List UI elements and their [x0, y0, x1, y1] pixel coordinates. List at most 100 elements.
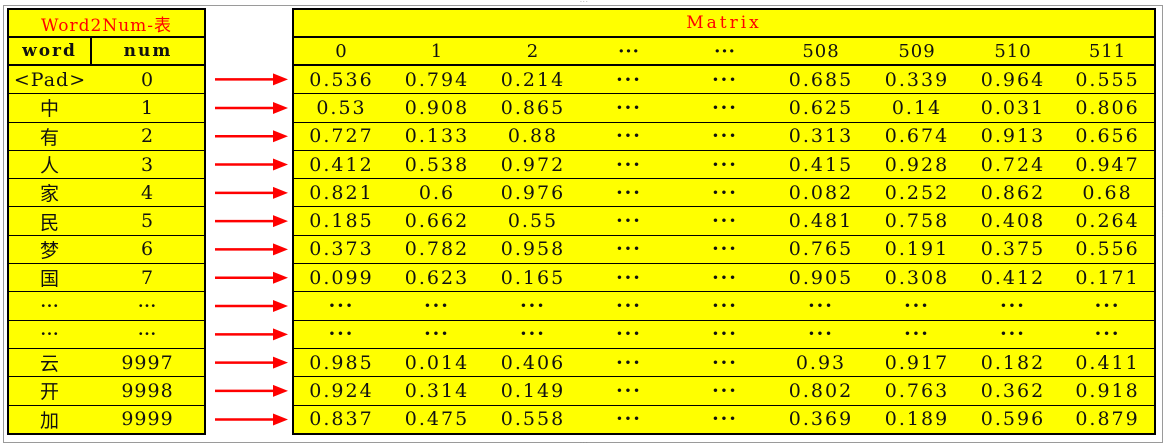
matrix-cell: ··· — [581, 150, 677, 180]
matrix-cell: ··· — [677, 150, 773, 180]
matrix-cell: ··· — [677, 376, 773, 406]
matrix-row: 0.985 0.014 0.406 ··· ··· 0.93 0.917 0.182 0.411 — [293, 348, 1156, 378]
word-cell: 云 — [8, 348, 91, 378]
matrix-cell: 0.727 — [293, 122, 389, 151]
matrix-cell: ··· — [677, 65, 773, 95]
matrix-cell: 0.68 — [1061, 178, 1156, 208]
word-cell: 国 — [8, 263, 91, 293]
matrix-cell: 0.924 — [293, 376, 389, 406]
matrix-cell: 0.55 — [485, 206, 581, 236]
matrix-cell: 0.93 — [773, 348, 869, 378]
matrix-cell: ··· — [581, 348, 677, 378]
word-cell: 家 — [8, 178, 91, 208]
num-cell: 7 — [91, 263, 206, 293]
matrix-cell: 0.082 — [773, 178, 869, 208]
matrix-cell: ··· — [581, 405, 677, 435]
matrix-cell: 0.908 — [389, 93, 485, 123]
matrix-cell: 0.182 — [965, 348, 1061, 378]
matrix-cell: ··· — [581, 376, 677, 406]
matrix-cell: 0.308 — [869, 263, 965, 293]
matrix-cell: ··· — [869, 291, 965, 321]
matrix-cell: 0.475 — [389, 405, 485, 435]
num-cell: 1 — [91, 93, 206, 123]
matrix-cell: 0.14 — [869, 93, 965, 123]
matrix-title-row: Matrix — [293, 9, 1156, 38]
matrix-column-header: 0 — [293, 37, 389, 66]
matrix-cell: 0.555 — [1061, 65, 1156, 95]
word-cell: 民 — [8, 206, 91, 236]
word-cell: 中 — [8, 93, 91, 123]
mapping-arrow — [215, 413, 288, 426]
mapping-arrow — [215, 158, 288, 171]
matrix-cell: ··· — [677, 206, 773, 236]
matrix-cell: 0.406 — [485, 348, 581, 378]
matrix-cell: 0.765 — [773, 235, 869, 265]
matrix-cell: 0.375 — [965, 235, 1061, 265]
figure-frame — [3, 5, 1163, 443]
word-cell: 加 — [8, 405, 91, 435]
mapping-arrow — [215, 243, 288, 256]
matrix-cell: 0.556 — [1061, 235, 1156, 265]
matrix-cell: 0.538 — [389, 150, 485, 180]
matrix-cell: 0.415 — [773, 150, 869, 180]
matrix-cell: 0.917 — [869, 348, 965, 378]
matrix-cell: 0.623 — [389, 263, 485, 293]
word-cell: 开 — [8, 376, 91, 406]
matrix-cell: ··· — [389, 320, 485, 349]
num-cell: 3 — [91, 150, 206, 180]
num-cell: 9999 — [91, 405, 206, 435]
matrix-cell: 0.964 — [965, 65, 1061, 95]
matrix-cell: 0.656 — [1061, 122, 1156, 151]
matrix-cell: ··· — [677, 93, 773, 123]
matrix-cell: 0.314 — [389, 376, 485, 406]
word-row: 开 9998 — [8, 376, 206, 406]
matrix-cell: ··· — [581, 65, 677, 95]
mapping-arrow — [215, 384, 288, 397]
mapping-arrow — [215, 130, 288, 143]
word-cell: 有 — [8, 122, 91, 151]
matrix-cell: 0.313 — [773, 122, 869, 151]
num-cell: 9998 — [91, 376, 206, 406]
matrix-table: Matrix 0 1 2 ··· ··· 508 509 510 511 0.536 0.794 0.2… — [292, 8, 1157, 435]
word-cell: ··· — [8, 291, 91, 321]
matrix-cell: ··· — [773, 291, 869, 321]
matrix-cell: 0.947 — [1061, 150, 1156, 180]
matrix-cell: 0.191 — [869, 235, 965, 265]
matrix-cell: 0.536 — [293, 65, 389, 95]
matrix-column-header: 509 — [869, 37, 965, 66]
matrix-cell: 0.149 — [485, 376, 581, 406]
matrix-cell: ··· — [677, 320, 773, 349]
resize-handle-top[interactable]: ··· — [580, 0, 589, 6]
matrix-cell: 0.264 — [1061, 206, 1156, 236]
matrix-cell: ··· — [869, 320, 965, 349]
matrix-row: ··· ··· ··· ··· ··· ··· ··· ··· ··· — [293, 291, 1156, 321]
matrix-cell: 0.252 — [869, 178, 965, 208]
matrix-cell: ··· — [581, 178, 677, 208]
word-row: ··· ··· — [8, 291, 206, 321]
mapping-arrow — [215, 73, 288, 86]
matrix-cell: 0.014 — [389, 348, 485, 378]
matrix-cell: 0.837 — [293, 405, 389, 435]
matrix-cell: 0.972 — [485, 150, 581, 180]
matrix-cell: 0.189 — [869, 405, 965, 435]
matrix-cell: 0.6 — [389, 178, 485, 208]
mapping-arrow — [215, 356, 288, 369]
resize-handle-bottom[interactable]: ··· — [580, 440, 589, 447]
matrix-cell: ··· — [677, 405, 773, 435]
matrix-column-header: 2 — [485, 37, 581, 66]
matrix-row: 0.185 0.662 0.55 ··· ··· 0.481 0.758 0.408 0.264 — [293, 206, 1156, 236]
resize-handle-right[interactable]: · · · — [1162, 208, 1165, 220]
matrix-cell: 0.821 — [293, 178, 389, 208]
matrix-row: 0.412 0.538 0.972 ··· ··· 0.415 0.928 0.724 0.94… — [293, 150, 1156, 180]
matrix-cell: ··· — [965, 291, 1061, 321]
matrix-cell: 0.171 — [1061, 263, 1156, 293]
left-column-header-word: word — [8, 37, 92, 66]
mapping-arrow — [215, 328, 288, 341]
matrix-cell: 0.185 — [293, 206, 389, 236]
mapping-arrow — [215, 215, 288, 228]
matrix-cell: ··· — [581, 320, 677, 349]
matrix-cell: 0.879 — [1061, 405, 1156, 435]
matrix-cell: 0.662 — [389, 206, 485, 236]
matrix-cell: 0.412 — [293, 150, 389, 180]
